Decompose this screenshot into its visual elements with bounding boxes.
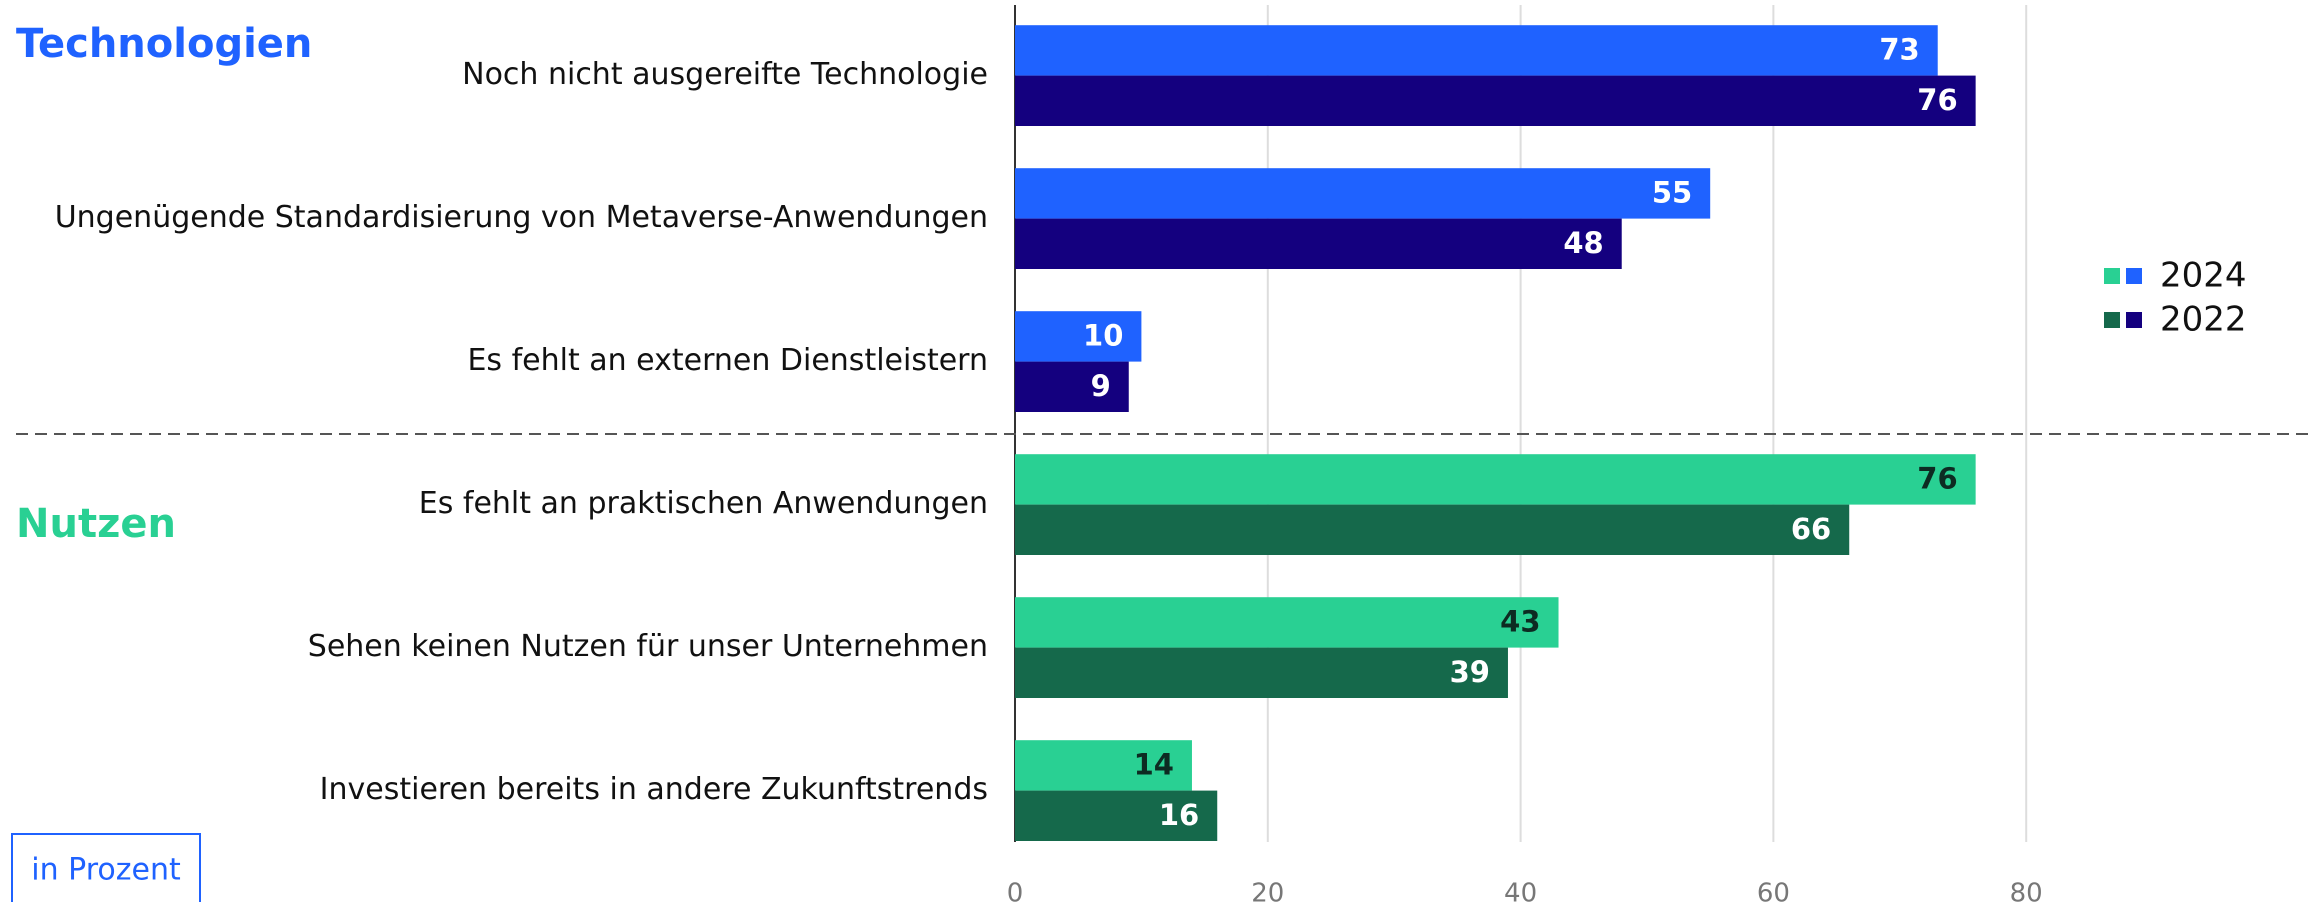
legend-label: 2022 <box>2160 300 2247 340</box>
value-label: 43 <box>1500 604 1540 638</box>
value-label: 55 <box>1652 175 1692 209</box>
legend-swatch <box>2104 312 2120 328</box>
category-label: Es fehlt an praktischen Anwendungen <box>419 486 988 521</box>
value-label: 39 <box>1450 655 1490 689</box>
legend-swatch <box>2104 268 2120 284</box>
unit-box <box>11 833 201 902</box>
legend-swatch <box>2126 268 2142 284</box>
value-label: 76 <box>1917 461 1957 495</box>
value-label: 16 <box>1159 798 1199 832</box>
category-label: Es fehlt an externen Dienstleistern <box>467 343 988 378</box>
value-label: 9 <box>1091 369 1111 403</box>
group-label: Technologien <box>16 21 312 67</box>
group-label: Nutzen <box>16 501 176 547</box>
category-label: Noch nicht ausgereifte Technologie <box>462 57 988 92</box>
bar <box>1015 25 1938 76</box>
bar <box>1015 218 1622 269</box>
bar <box>1015 311 1142 362</box>
x-tick-label: 60 <box>1757 879 1790 902</box>
bar <box>1015 740 1192 791</box>
bar <box>1015 597 1559 648</box>
bar <box>1015 454 1976 505</box>
bar <box>1015 168 1711 219</box>
value-label: 76 <box>1917 83 1957 117</box>
value-label: 66 <box>1791 512 1831 546</box>
value-label: 10 <box>1083 318 1123 352</box>
category-label: Investieren bereits in andere Zukunftstr… <box>320 772 988 807</box>
bar <box>1015 647 1508 698</box>
value-label: 14 <box>1134 747 1174 781</box>
category-label: Sehen keinen Nutzen für unser Unternehme… <box>308 629 988 664</box>
bar <box>1015 75 1976 126</box>
bar <box>1015 504 1850 555</box>
bar <box>1015 790 1218 841</box>
value-label: 48 <box>1563 226 1603 260</box>
x-tick-label: 0 <box>1007 879 1024 902</box>
value-label: 73 <box>1879 32 1919 66</box>
x-tick-label: 20 <box>1251 879 1284 902</box>
x-tick-label: 40 <box>1504 879 1537 902</box>
bar <box>1015 361 1129 412</box>
x-tick-label: 80 <box>2010 879 2043 902</box>
legend-swatch <box>2126 312 2142 328</box>
category-label: Ungenügende Standardisierung von Metaver… <box>55 200 988 235</box>
legend-label: 2024 <box>2160 256 2247 296</box>
unit-note: in Prozent <box>31 853 181 888</box>
